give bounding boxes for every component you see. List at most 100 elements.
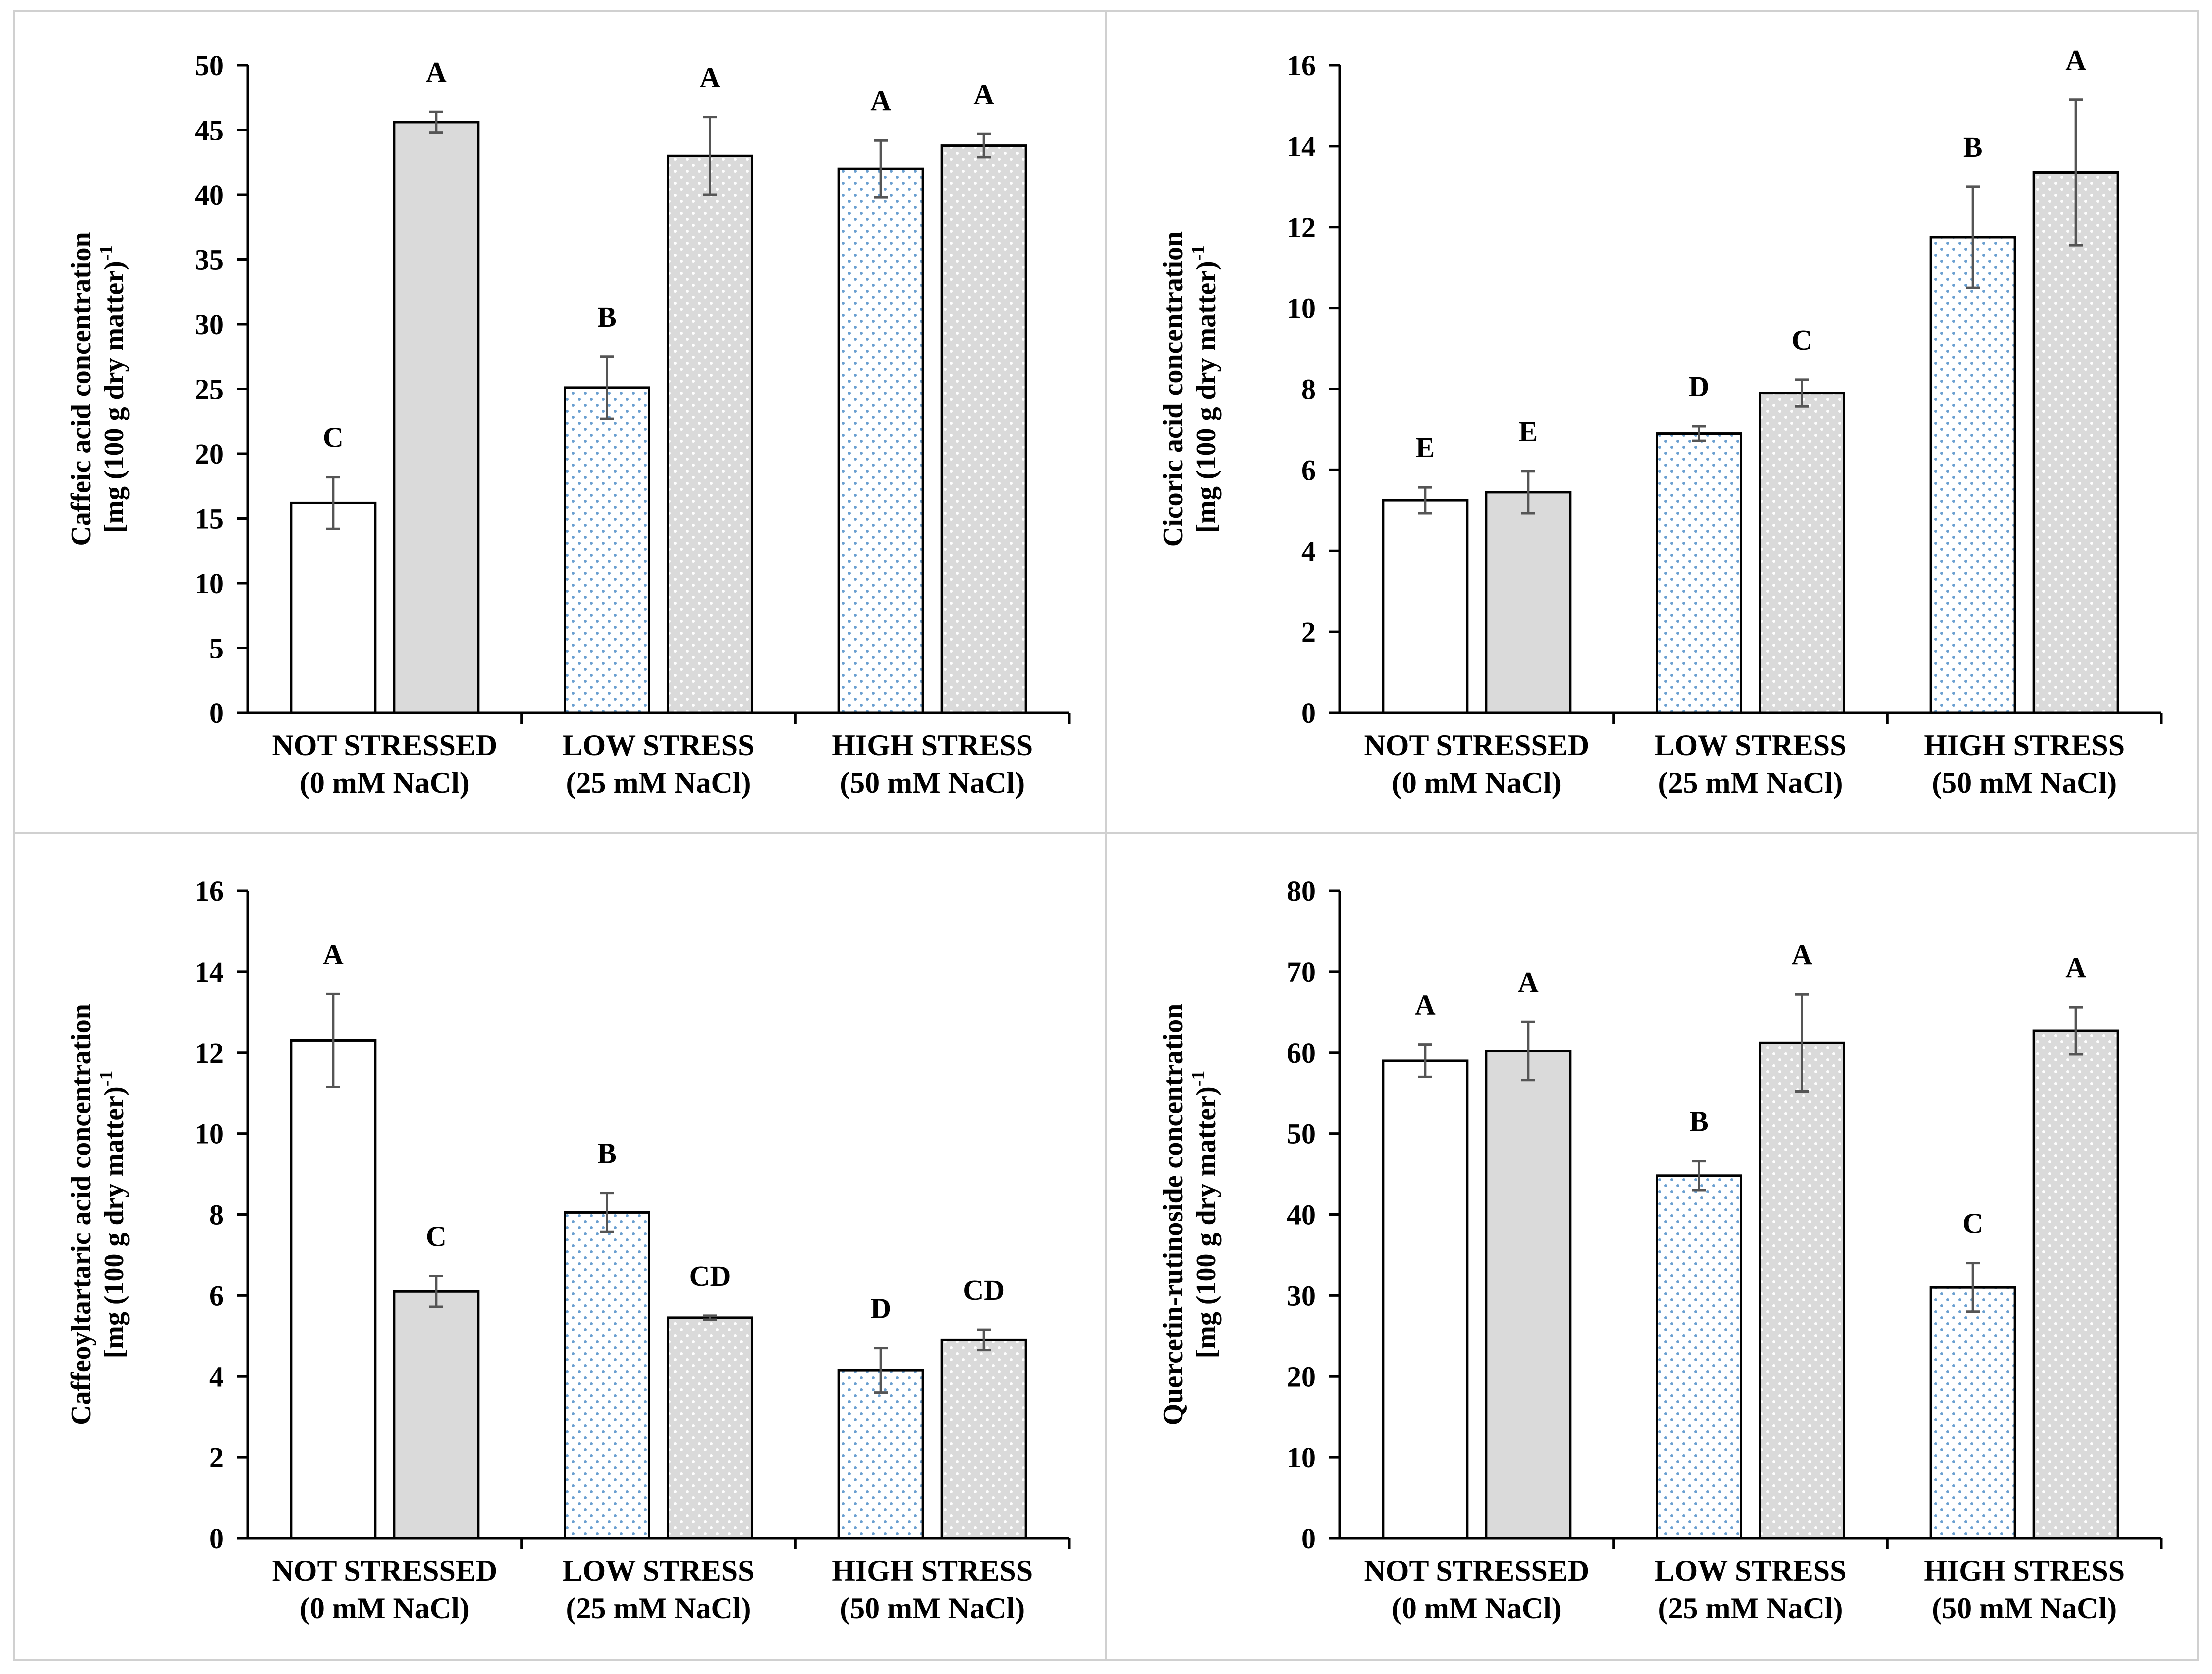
significance-label: E xyxy=(1518,415,1538,448)
y-axis-title-superscript: -1 xyxy=(96,1071,117,1087)
bar xyxy=(837,167,924,714)
bar xyxy=(667,154,753,714)
significance-label: B xyxy=(597,1137,617,1170)
significance-label: B xyxy=(1963,131,1983,163)
category-sublabel: (25 mM NaCl) xyxy=(566,766,751,799)
significance-label: C xyxy=(1792,324,1813,356)
y-tick-label: 15 xyxy=(195,503,224,535)
y-tick-label: 12 xyxy=(1287,211,1316,244)
significance-label: A xyxy=(2065,951,2086,984)
chart-caffeoyltartaric: 0 2 4 6 8 10 12 14 16 NOT STRESSED (0 mM NaCl) LOW … xyxy=(66,875,1071,1625)
y-tick-label: 0 xyxy=(1301,697,1316,729)
bar xyxy=(1759,1041,1845,1540)
bar xyxy=(564,386,650,714)
y-axis-title-superscript: -1 xyxy=(1188,245,1209,261)
y-tick-label: 35 xyxy=(195,244,224,276)
bar xyxy=(667,1316,753,1540)
bar xyxy=(393,121,480,714)
significance-label: A xyxy=(973,78,994,110)
bar xyxy=(1485,1050,1572,1540)
y-tick-label: 5 xyxy=(209,632,224,665)
y-tick-label: 16 xyxy=(195,875,224,907)
y-tick-label: 10 xyxy=(195,567,224,600)
y-tick-label: 10 xyxy=(195,1118,224,1150)
y-tick-label: 40 xyxy=(1287,1199,1316,1231)
y-axis-title-line2: [mg (100 g dry matter) xyxy=(1191,1086,1222,1358)
y-tick-label: 30 xyxy=(1287,1279,1316,1312)
significance-label: C xyxy=(323,421,344,454)
y-tick-label: 8 xyxy=(209,1199,224,1231)
category-label: NOT STRESSED xyxy=(1364,1554,1589,1587)
y-tick-label: 50 xyxy=(1287,1118,1316,1150)
y-tick-label: 0 xyxy=(209,1522,224,1555)
y-axis-title-line2: [mg (100 g dry matter) xyxy=(99,261,130,533)
bar xyxy=(1929,1286,2016,1540)
significance-label: A xyxy=(870,84,891,117)
category-label: NOT STRESSED xyxy=(272,1554,497,1587)
y-tick-label: 8 xyxy=(1301,373,1316,406)
panel-frame-bottom-right xyxy=(1105,832,2199,1661)
significance-label: A xyxy=(2065,44,2086,76)
significance-label: A xyxy=(700,61,721,94)
y-tick-label: 60 xyxy=(1287,1037,1316,1069)
bar xyxy=(1382,1059,1469,1540)
category-label: HIGH STRESS xyxy=(832,729,1033,762)
significance-label: B xyxy=(597,301,617,333)
y-tick-label: 70 xyxy=(1287,956,1316,988)
y-tick-label: 0 xyxy=(209,697,224,729)
y-tick-label: 25 xyxy=(195,373,224,406)
significance-label: D xyxy=(870,1292,891,1325)
y-tick-label: 10 xyxy=(1287,1441,1316,1474)
y-axis-title-line2: [mg (100 g dry matter) xyxy=(1191,261,1222,533)
category-sublabel: (0 mM NaCl) xyxy=(1392,766,1562,799)
y-tick-label: 0 xyxy=(1301,1522,1316,1555)
bar xyxy=(1759,392,1845,714)
y-tick-label: 20 xyxy=(195,438,224,470)
significance-label: CD xyxy=(963,1274,1005,1306)
y-tick-label: 30 xyxy=(195,308,224,341)
chart-quercetin: 0 10 20 30 40 50 60 70 80 NOT STRESSED (0 mM NaCl)… xyxy=(1158,875,2163,1625)
y-axis-title-line1: Caffeoyltartaric acid concentration xyxy=(66,1004,97,1425)
category-sublabel: (50 mM NaCl) xyxy=(1932,1592,2117,1625)
bar xyxy=(1929,236,2016,714)
category-label: HIGH STRESS xyxy=(832,1554,1033,1587)
bar xyxy=(2032,1029,2119,1540)
y-tick-label: 16 xyxy=(1287,49,1316,82)
significance-label: C xyxy=(1962,1207,1983,1240)
category-sublabel: (0 mM NaCl) xyxy=(1392,1592,1562,1625)
significance-label: A xyxy=(1792,938,1813,971)
y-tick-label: 50 xyxy=(195,49,224,82)
y-axis-title: Caffeoyltartaric acid concentration[mg (… xyxy=(66,1004,130,1425)
y-axis-title-line1: Caffeic acid concentration xyxy=(66,232,97,546)
significance-label: B xyxy=(1689,1105,1709,1138)
significance-label: E xyxy=(1415,431,1435,464)
category-label: HIGH STRESS xyxy=(1924,1554,2125,1587)
category-label: NOT STRESSED xyxy=(272,729,497,762)
y-axis-title-line2: [mg (100 g dry matter) xyxy=(99,1086,130,1358)
y-tick-label: 12 xyxy=(195,1037,224,1069)
significance-label: CD xyxy=(689,1260,731,1292)
y-axis-title-superscript: -1 xyxy=(96,245,117,261)
bar xyxy=(940,144,1027,714)
y-axis-title-line1: Quercetin-rutinoside concentration xyxy=(1158,1004,1189,1426)
significance-label: C xyxy=(426,1220,447,1253)
y-tick-label: 80 xyxy=(1287,875,1316,907)
chart-cicoric: 0 2 4 6 8 10 12 14 16 NOT STRESSED (0 mM NaCl) LOW … xyxy=(1158,44,2163,799)
category-sublabel: (50 mM NaCl) xyxy=(1932,766,2117,799)
significance-label: A xyxy=(323,938,344,970)
y-tick-label: 6 xyxy=(209,1279,224,1312)
y-tick-label: 14 xyxy=(1287,130,1316,163)
y-tick-label: 45 xyxy=(195,114,224,147)
y-tick-label: 2 xyxy=(209,1441,224,1474)
category-sublabel: (50 mM NaCl) xyxy=(840,1592,1025,1625)
bar xyxy=(1382,499,1469,714)
chart-caffeic: 0 5 10 15 20 25 30 35 40 45 50 NOT STRESSED (0 mM Na… xyxy=(66,49,1071,799)
bar xyxy=(393,1290,480,1540)
category-sublabel: (25 mM NaCl) xyxy=(1658,766,1843,799)
bar xyxy=(564,1211,650,1540)
category-sublabel: (25 mM NaCl) xyxy=(566,1592,751,1625)
bar xyxy=(1485,491,1572,714)
y-tick-label: 4 xyxy=(1301,535,1316,567)
bar xyxy=(940,1338,1027,1540)
bar xyxy=(837,1369,924,1540)
